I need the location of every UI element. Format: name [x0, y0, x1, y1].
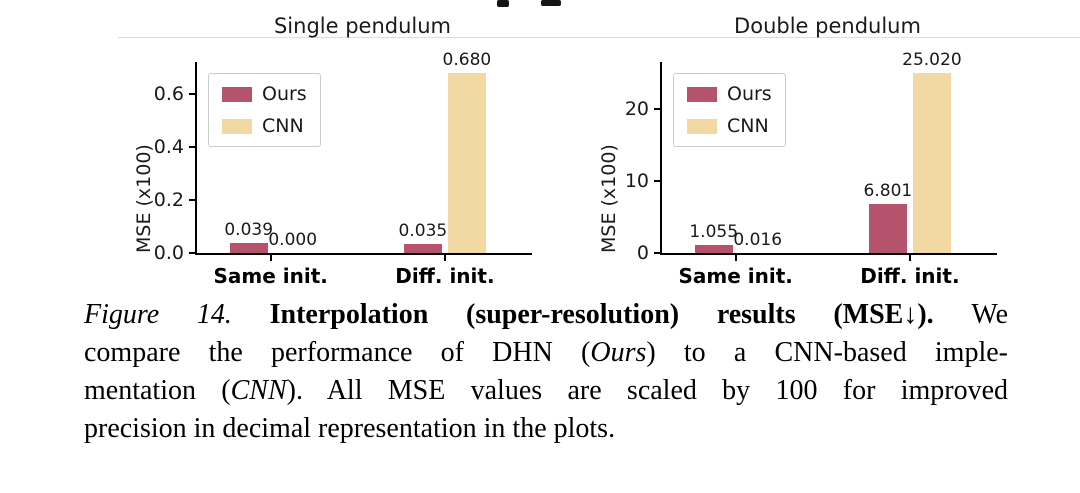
y-axis-label: MSE (x100): [598, 144, 620, 253]
caption-text-segment: Figure 14.: [84, 299, 270, 330]
bar-ours: [229, 243, 268, 253]
figure-caption: Figure 14. Interpolation (super-resoluti…: [84, 296, 1008, 448]
legend-swatch-cnn: [222, 118, 252, 134]
caption-text-segment: ). All MSE values are scaled by 100 for …: [286, 375, 1009, 406]
legend-label: Ours: [727, 83, 772, 105]
caption-line: precision in decimal representation in t…: [84, 410, 1008, 448]
bar-cnn: [447, 73, 486, 253]
top-rule: [118, 37, 1080, 38]
caption-text-segment: compare the performance of DHN (: [84, 337, 591, 368]
y-tick-mark: [654, 107, 662, 110]
legend-swatch-ours: [222, 86, 252, 102]
y-tick-label: 0: [636, 242, 649, 264]
chart-single-pendulum: Single pendulum MSE (x100) Ours CNN 0.0 0.…: [120, 14, 560, 294]
caption-line: Figure 14. Interpolation (super-resoluti…: [84, 296, 1008, 334]
legend-item: CNN: [687, 115, 772, 137]
chart-double-pendulum: Double pendulum MSE (x100) Ours CNN 0 10 20…: [585, 14, 1025, 294]
x-tick-label: Diff. init.: [860, 264, 960, 288]
y-tick-mark: [189, 145, 197, 148]
x-tick-mark: [908, 253, 911, 261]
plot-area: MSE (x100) Ours CNN 0.0 0.2 0.4 0.6 Same init…: [133, 50, 532, 288]
caption-text-segment: Interpolation (super-resolution) results…: [269, 299, 972, 330]
legend-item: CNN: [222, 115, 307, 137]
caption-text-segment: Ours: [590, 337, 647, 368]
legend-item: Ours: [222, 83, 307, 105]
legend-item: Ours: [687, 83, 772, 105]
y-tick-label: 20: [624, 97, 649, 120]
bar-ours: [694, 245, 733, 253]
bar-value-label: 6.801: [863, 181, 913, 201]
y-tick-mark: [189, 92, 197, 95]
x-tick-label: Same init.: [213, 264, 328, 288]
bar-value-label: 25.020: [902, 50, 962, 70]
y-tick-mark: [654, 179, 662, 182]
bar-cnn: [912, 73, 951, 253]
x-tick-label: Diff. init.: [395, 264, 495, 288]
legend-label: CNN: [262, 115, 304, 137]
y-tick-mark: [654, 252, 662, 254]
caption-text-segment: We: [971, 299, 1009, 330]
caption-text-segment: mentation (: [84, 375, 231, 406]
legend: Ours CNN: [208, 73, 321, 147]
legend-swatch-cnn: [687, 118, 717, 134]
caption-text-segment: precision in decimal representation in t…: [84, 413, 616, 444]
bar-value-label: 0.016: [733, 230, 783, 250]
bar-ours: [403, 244, 442, 253]
chart-title: Single pendulum: [273, 14, 452, 38]
legend-label: Ours: [262, 83, 307, 105]
x-tick-mark: [269, 253, 272, 261]
bar-ours: [868, 204, 907, 253]
x-tick-mark: [443, 253, 446, 261]
caption-line: compare the performance of DHN (Ours) to…: [84, 334, 1008, 372]
chart-title: Double pendulum: [734, 14, 921, 38]
bar-value-label: 0.039: [224, 220, 274, 240]
caption-line: mentation (CNN). All MSE values are scal…: [84, 372, 1008, 410]
cropped-text-fragment: [541, 0, 561, 6]
bar-value-label: 0.035: [398, 221, 448, 241]
plot-area: MSE (x100) Ours CNN 0 10 20 Same init. 1.055 0…: [598, 50, 997, 288]
legend-swatch-ours: [687, 86, 717, 102]
y-tick-label: 0.4: [153, 135, 184, 158]
y-tick-label: 0.0: [153, 242, 184, 264]
caption-text-segment: CNN: [230, 375, 287, 406]
y-tick-mark: [189, 252, 197, 254]
x-tick-label: Same init.: [678, 264, 793, 288]
bar-value-label: 0.000: [268, 230, 318, 250]
y-tick-label: 10: [624, 169, 649, 192]
legend-label: CNN: [727, 115, 769, 137]
y-tick-label: 0.6: [153, 82, 184, 105]
bar-value-label: 0.680: [442, 50, 492, 70]
x-tick-mark: [734, 253, 737, 261]
caption-text-segment: ) to a CNN-based imple-: [646, 337, 1008, 368]
legend: Ours CNN: [673, 73, 786, 147]
y-tick-mark: [189, 198, 197, 201]
y-tick-label: 0.2: [153, 188, 184, 211]
cropped-text-fragment: [497, 0, 509, 7]
bar-value-label: 1.055: [689, 222, 739, 242]
y-axis-label: MSE (x100): [133, 144, 155, 253]
